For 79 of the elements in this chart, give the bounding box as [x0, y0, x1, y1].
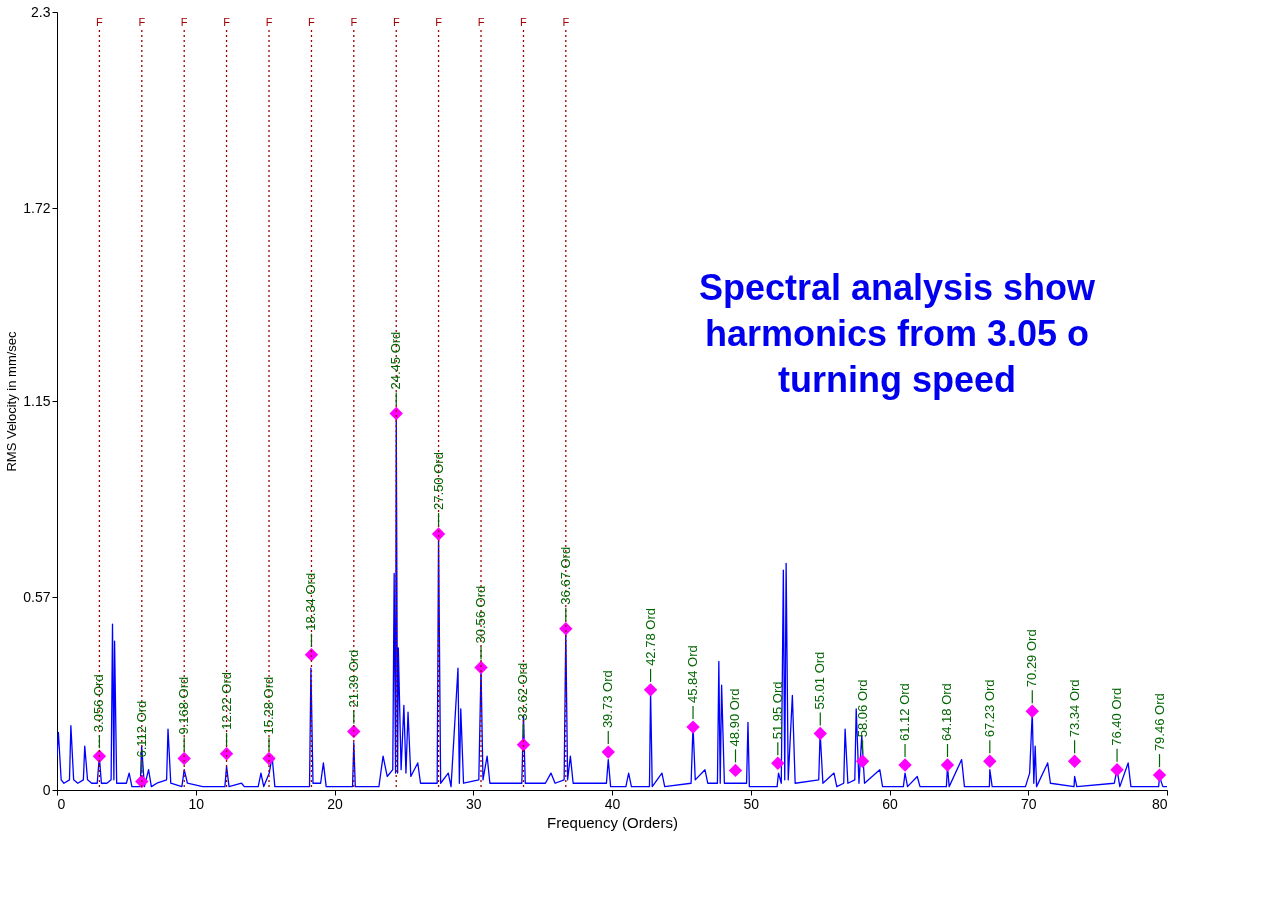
point [643, 683, 658, 697]
ref-line-label: F [520, 16, 528, 28]
point [92, 749, 107, 763]
x-tick-label: 20 [327, 795, 343, 812]
point [559, 621, 573, 636]
annotation: 45.84 Ord [685, 645, 701, 704]
ref-line-label: F [138, 16, 146, 28]
annotation: 48.90 Ord [727, 688, 743, 747]
annotation: 73.34 Ord [1066, 679, 1082, 738]
point [855, 754, 870, 768]
y-tick-label: 0.57 [23, 588, 51, 605]
x-tick-label: 70 [1020, 795, 1037, 812]
annotation: 58.06 Ord [854, 679, 870, 738]
annotation: 42.78 Ord [642, 608, 658, 666]
annotation: 3.056 Ord [91, 674, 107, 733]
point [177, 751, 191, 766]
annotation: 24.45 Ord [388, 331, 404, 390]
ref-line-label: F [435, 16, 443, 28]
point [728, 763, 743, 778]
x-tick-label: 10 [188, 795, 205, 812]
point [347, 724, 361, 739]
annotation: 70.29 Ord [1024, 629, 1040, 688]
ref-line-label: F [96, 16, 104, 28]
x-tick-label: 60 [882, 795, 898, 812]
point [219, 747, 234, 761]
annotation: 30.56 Ord [473, 585, 489, 644]
point [686, 720, 700, 734]
y-tick-label: 2.3 [31, 3, 51, 20]
y-tick-label: 1.72 [23, 199, 51, 216]
ref-line-label: F [265, 16, 273, 28]
annotation: 12.22 Ord [218, 671, 234, 730]
annotation: 6.112 Ord [133, 700, 149, 758]
annotation: 36.67 Ord [557, 546, 573, 605]
y-axis-title: RMS Velocity in mm/sec [4, 330, 20, 472]
point [135, 774, 149, 789]
point [1110, 763, 1124, 777]
annotation: 67.23 Ord [981, 679, 997, 738]
point [1025, 704, 1039, 718]
point [262, 751, 276, 766]
annotation: 18.34 Ord [303, 572, 319, 631]
annotation: 55.01 Ord [812, 651, 828, 710]
annotation: Spectral analysis show harmonics from 3.05 o turning speed [698, 267, 1097, 400]
annotation: 39.73 Ord [600, 670, 616, 729]
annotation: 21.39 Ord [345, 649, 361, 708]
point [983, 754, 997, 768]
point [940, 758, 955, 772]
annotation: 27.50 Ord [430, 452, 446, 510]
y-tick-label: 1.15 [23, 392, 51, 409]
annotation: 51.95 Ord [769, 681, 785, 740]
annotation: 64.18 Ord [939, 683, 955, 741]
point [389, 406, 403, 421]
annotation: 15.28 Ord [261, 676, 277, 735]
point [474, 660, 488, 675]
x-tick-label: 80 [1151, 795, 1168, 812]
x-tick-label: 0 [57, 795, 66, 812]
ref-line-label: F [477, 16, 485, 28]
annotation: 33.62 Ord [515, 662, 531, 721]
x-tick-label: 40 [604, 795, 621, 812]
x-tick-label: 50 [743, 795, 760, 812]
point [813, 726, 827, 741]
point [771, 756, 785, 770]
point [898, 758, 912, 772]
annotation: 9.168 Ord [176, 676, 192, 735]
ref-line-label: F [180, 16, 188, 28]
x-tick-label: 30 [465, 795, 482, 812]
ref-line-label: F [223, 16, 231, 28]
ref-line-label: F [350, 16, 358, 28]
y-tick-label: 0 [42, 781, 51, 798]
annotation: 79.46 Ord [1151, 693, 1167, 752]
point [1067, 754, 1082, 768]
ref-line-label: F [562, 16, 570, 28]
x-axis-title: Frequency (Orders) [547, 813, 678, 831]
ref-line-label: F [308, 16, 316, 28]
annotation: 61.12 Ord [897, 683, 913, 741]
point [431, 527, 446, 541]
point [601, 745, 615, 759]
ref-line-label: F [392, 16, 400, 28]
point [1152, 768, 1167, 782]
annotation: 76.40 Ord [1109, 687, 1125, 746]
